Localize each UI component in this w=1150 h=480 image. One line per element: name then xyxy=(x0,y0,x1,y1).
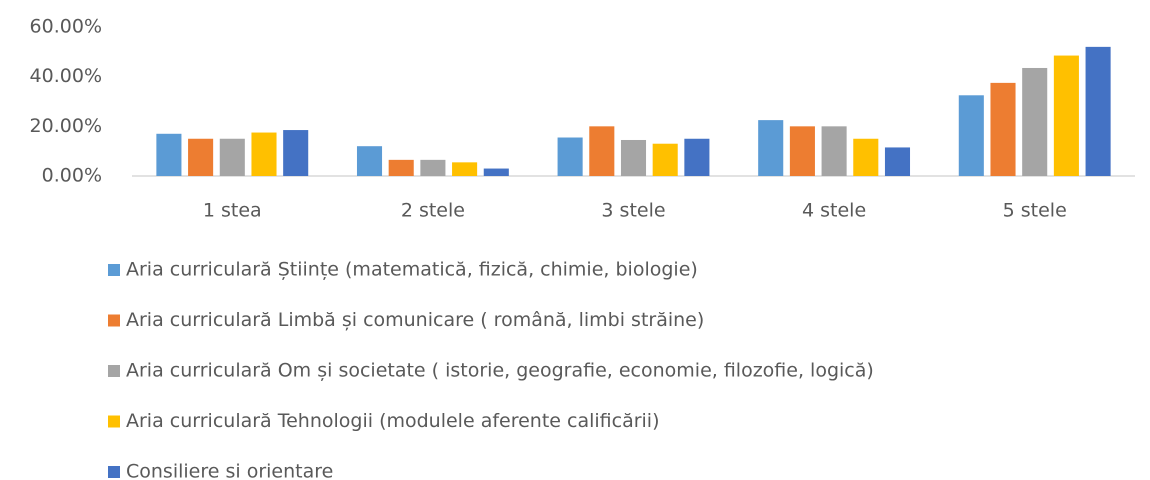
bar xyxy=(156,133,182,176)
bar xyxy=(958,95,984,176)
bar xyxy=(483,168,509,176)
bar xyxy=(251,132,277,176)
legend-label: Aria curriculară Limbă și comunicare ( r… xyxy=(126,309,704,331)
x-tick-label: 4 stele xyxy=(802,200,866,222)
y-tick-label: 20.00% xyxy=(30,115,102,137)
bar xyxy=(388,159,414,176)
x-tick-label: 2 stele xyxy=(401,200,465,222)
bar xyxy=(853,138,879,176)
y-tick-label: 0.00% xyxy=(42,165,102,187)
legend-swatch xyxy=(108,365,120,377)
legend-label: Aria curriculară Om și societate ( istor… xyxy=(126,360,874,382)
bar xyxy=(652,143,678,176)
legend-label: Aria curriculară Tehnologii (modulele af… xyxy=(126,410,660,432)
x-tick-label: 5 stele xyxy=(1003,200,1067,222)
bar xyxy=(884,147,911,176)
x-tick-label: 3 stele xyxy=(601,200,665,222)
bar xyxy=(589,126,615,176)
bar xyxy=(1085,46,1111,176)
bar xyxy=(1053,55,1079,176)
legend-label: Aria curriculară Științe (matematică, fi… xyxy=(126,259,698,281)
y-tick-label: 60.00% xyxy=(30,16,102,38)
bar xyxy=(990,82,1016,176)
bar xyxy=(620,139,647,176)
legend-swatch xyxy=(108,264,120,276)
bar xyxy=(283,130,309,176)
bar xyxy=(219,138,245,176)
legend-swatch xyxy=(108,314,120,327)
bar xyxy=(420,159,446,176)
bar xyxy=(452,162,478,176)
bar xyxy=(188,138,214,176)
legend-label: Consiliere si orientare xyxy=(126,461,333,480)
legend-swatch xyxy=(108,415,120,428)
bar xyxy=(684,138,710,176)
legend-swatch xyxy=(108,466,120,478)
bar xyxy=(1022,67,1048,176)
bar xyxy=(356,146,383,176)
bar xyxy=(821,126,847,176)
x-tick-label: 1 stea xyxy=(203,200,262,222)
y-tick-label: 40.00% xyxy=(30,65,102,87)
bar xyxy=(557,137,583,176)
bar xyxy=(789,126,815,176)
bar xyxy=(758,120,784,176)
